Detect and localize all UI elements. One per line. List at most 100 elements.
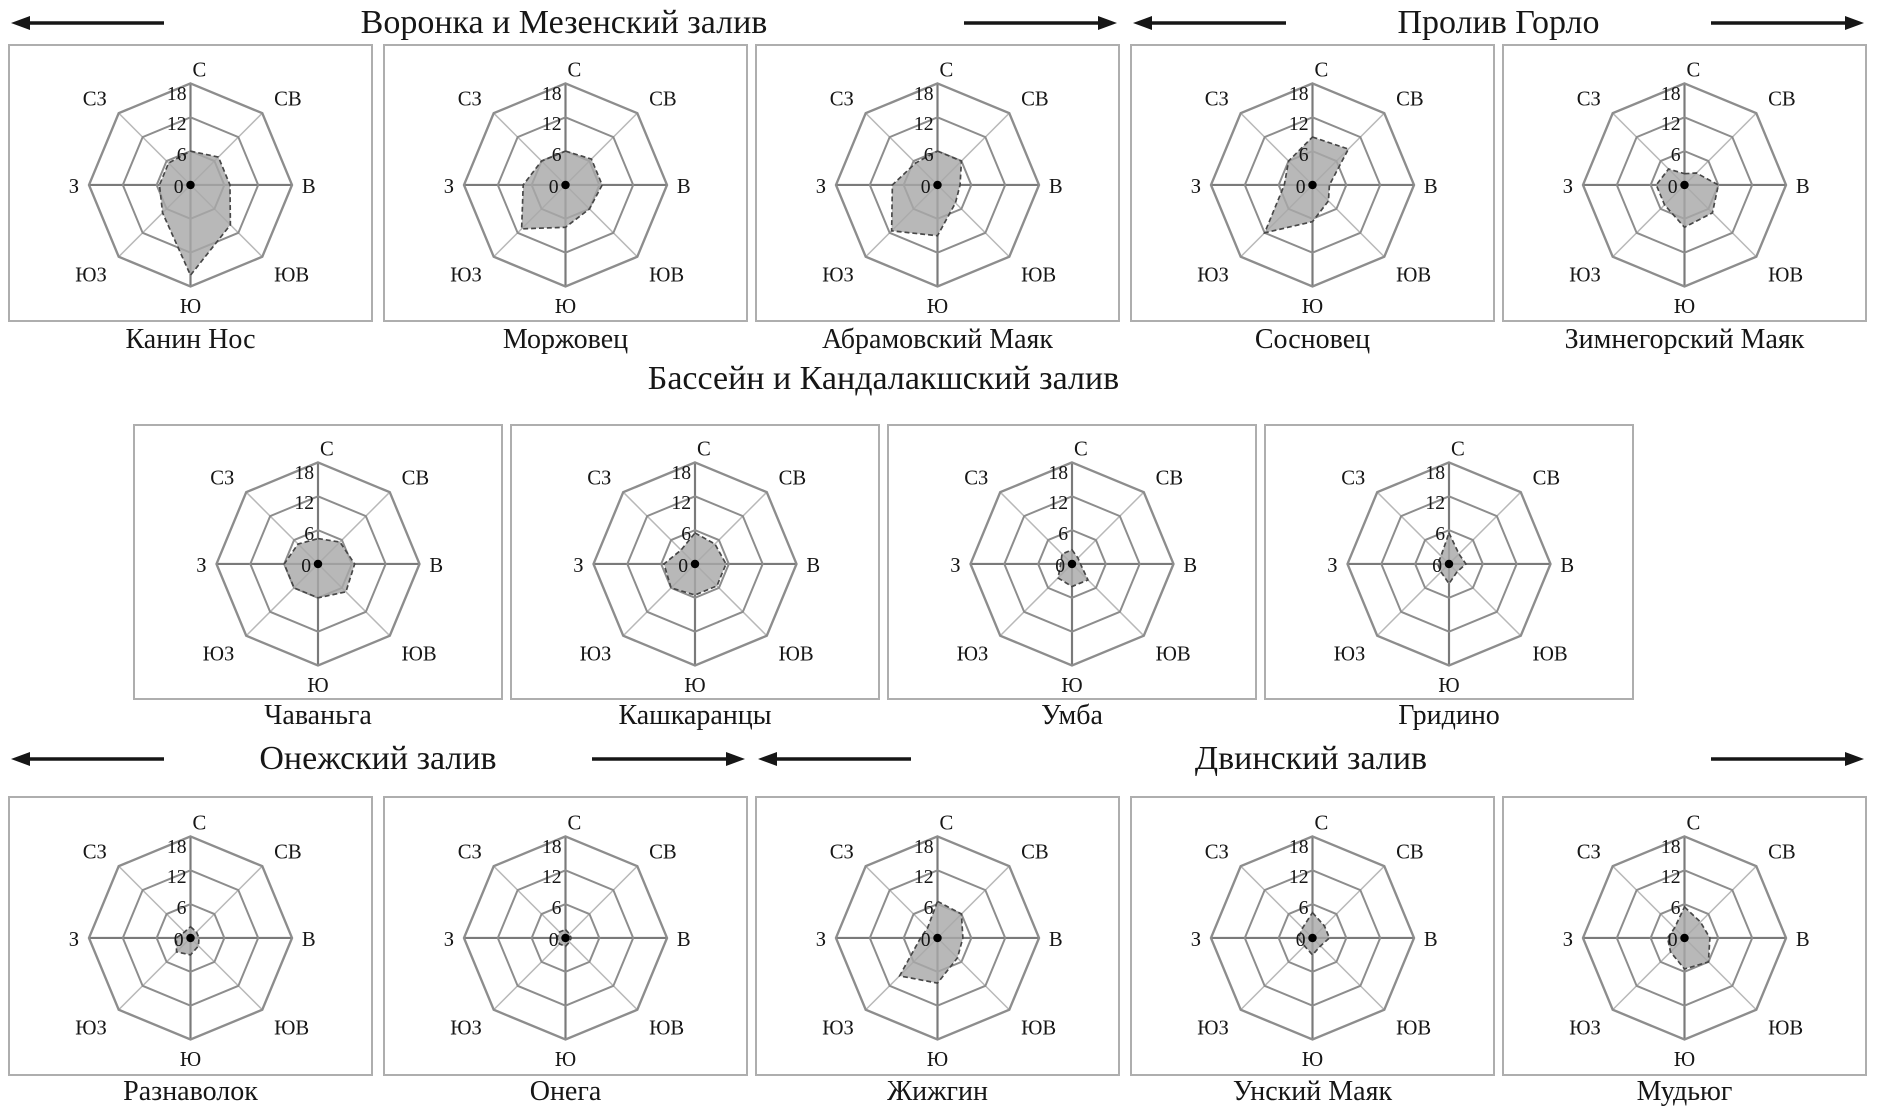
center-marker xyxy=(186,933,195,943)
direction-label: СЗ xyxy=(458,841,482,863)
radial-tick-label: 12 xyxy=(671,492,691,514)
station-label: Гридино xyxy=(1398,700,1500,731)
direction-label: СВ xyxy=(779,467,807,489)
direction-label: В xyxy=(1049,176,1063,198)
direction-label: СЗ xyxy=(1341,467,1365,489)
direction-label: ЮЗ xyxy=(203,643,235,665)
radial-tick-label: 12 xyxy=(1425,492,1445,514)
direction-label: Ю xyxy=(180,296,201,318)
frequency-polygon xyxy=(898,900,964,985)
direction-label: ЮЗ xyxy=(580,643,612,665)
direction-label: Ю xyxy=(684,675,705,697)
radial-tick-label: 0 xyxy=(1296,176,1306,198)
radial-tick-label: 18 xyxy=(914,836,934,858)
direction-label: В xyxy=(1796,929,1810,951)
frequency-polygon xyxy=(890,150,963,237)
region-header-voronka-mezen: Воронка и Мезенский залив xyxy=(8,0,1120,46)
radial-tick-label: 6 xyxy=(1671,144,1681,166)
grid-ring-18 xyxy=(592,461,798,667)
radar-plot: 18 12 6 0 С СВ В ЮВ Ю ЮЗ З СЗ xyxy=(1563,60,1810,319)
frequency-polygon xyxy=(1436,530,1468,586)
direction-label: СВ xyxy=(1533,467,1561,489)
radar-chart-cell-1: 18 12 6 0 С СВ В ЮВ Ю ЮЗ З СЗ xyxy=(383,44,748,322)
grid-ring-12 xyxy=(1615,116,1754,254)
grid-ring-6 xyxy=(1649,903,1720,973)
radar-plot: 18 12 6 0 С СВ В ЮВ Ю ЮЗ З СЗ xyxy=(816,813,1063,1072)
frequency-polygon xyxy=(1655,168,1720,229)
grid-ring-6 xyxy=(1277,903,1348,973)
direction-label: Ю xyxy=(307,675,328,697)
left-arrow-icon xyxy=(758,752,911,766)
station-label: Мудьюг xyxy=(1636,1076,1733,1107)
direction-label: С xyxy=(1686,60,1700,82)
direction-label: В xyxy=(806,555,820,577)
direction-label: ЮЗ xyxy=(1197,1017,1229,1039)
radial-tick-label: 6 xyxy=(1299,897,1309,919)
radial-tick-label: 6 xyxy=(1299,144,1309,166)
radial-tick-label: 12 xyxy=(914,866,934,888)
radial-tick-label: 6 xyxy=(1435,523,1445,545)
radial-tick-label: 6 xyxy=(177,897,187,919)
direction-label: СЗ xyxy=(1577,88,1601,110)
direction-label: СВ xyxy=(1768,841,1796,863)
direction-label: В xyxy=(302,176,316,198)
radial-tick-label: 12 xyxy=(1289,866,1309,888)
direction-label: С xyxy=(1451,439,1465,461)
direction-label: СЗ xyxy=(830,88,854,110)
radial-tick-label: 18 xyxy=(167,836,187,858)
radial-tick-label: 0 xyxy=(549,929,559,951)
radial-tick-label: 6 xyxy=(552,144,562,166)
radar-chart-cell-4: 18 12 6 0 С СВ В ЮВ Ю ЮЗ З СЗ xyxy=(1502,44,1867,322)
radial-tick-label: 0 xyxy=(1432,555,1442,577)
radial-tick-label: 18 xyxy=(1425,462,1445,484)
grid-ring-18 xyxy=(87,82,294,288)
radial-tick-label: 18 xyxy=(1661,836,1681,858)
direction-label: В xyxy=(1049,929,1063,951)
direction-label: СЗ xyxy=(210,467,234,489)
radial-tick-label: 18 xyxy=(1661,83,1681,105)
direction-label: С xyxy=(1314,813,1328,835)
station-label: Онега xyxy=(529,1076,602,1107)
direction-label: Ю xyxy=(555,1049,576,1071)
radar-plot: 18 12 6 0 С СВ В ЮВ Ю ЮЗ З СЗ xyxy=(1191,60,1438,319)
direction-label: В xyxy=(1424,929,1438,951)
direction-label: С xyxy=(320,439,334,461)
radial-tick-label: 18 xyxy=(671,462,691,484)
center-marker xyxy=(561,933,570,943)
direction-label: Ю xyxy=(1302,1049,1323,1071)
direction-label: ЮВ xyxy=(1396,1017,1431,1039)
region-header-gorlo: Пролив Горло xyxy=(1130,0,1867,46)
direction-label: З xyxy=(1191,929,1201,951)
direction-label: С xyxy=(1314,60,1328,82)
radial-tick-label: 12 xyxy=(167,113,187,135)
direction-label: В xyxy=(302,929,316,951)
grid-ring-6 xyxy=(155,903,226,973)
station-label: Зимнегорский Маяк xyxy=(1564,324,1805,355)
direction-label: З xyxy=(444,929,454,951)
station-label: Умба xyxy=(1041,700,1103,731)
radial-tick-label: 6 xyxy=(177,144,187,166)
direction-label: СВ xyxy=(402,467,430,489)
region-header-bassein-kandalaksha: Бассейн и Кандалакшский залив xyxy=(133,356,1634,402)
direction-label: З xyxy=(573,555,583,577)
frequency-polygon xyxy=(1263,136,1350,235)
direction-label: ЮВ xyxy=(779,643,814,665)
radar-plot: 18 12 6 0 С СВ В ЮВ Ю ЮЗ З СЗ xyxy=(69,60,316,319)
left-arrow-icon xyxy=(11,16,164,30)
radar-plot: 18 12 6 0 С СВ В ЮВ Ю ЮЗ З СЗ xyxy=(950,439,1197,698)
grid-ring-6 xyxy=(1037,529,1107,599)
direction-label: Ю xyxy=(1438,675,1459,697)
direction-label: ЮВ xyxy=(1021,1017,1056,1039)
station-label: Кашкаранцы xyxy=(618,700,772,731)
direction-label: ЮВ xyxy=(1533,643,1568,665)
direction-label: ЮВ xyxy=(402,643,437,665)
direction-label: В xyxy=(1560,555,1574,577)
region-header-dvina-bay: Двинский залив xyxy=(755,736,1867,782)
station-label: Чаваньга xyxy=(264,700,372,731)
center-marker xyxy=(1680,180,1689,190)
station-label: Сосновец xyxy=(1254,324,1371,355)
radial-tick-label: 6 xyxy=(1058,523,1068,545)
radial-tick-label: 18 xyxy=(1289,836,1309,858)
grid-ring-6 xyxy=(660,529,730,599)
